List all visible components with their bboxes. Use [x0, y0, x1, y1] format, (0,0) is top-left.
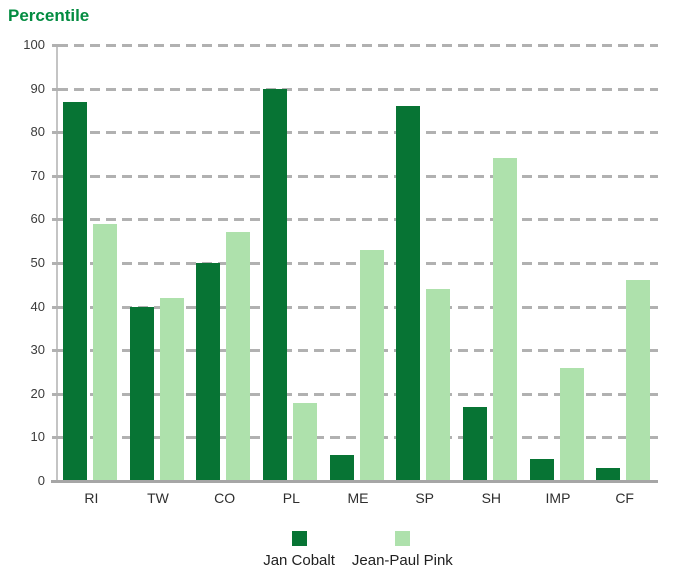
y-axis-tick-label: 10 [30, 429, 45, 445]
y-axis-tick-label: 100 [23, 37, 45, 52]
x-axis-line [51, 480, 658, 483]
x-axis-label-co: CO [214, 490, 236, 506]
bar-jan-cobalt-co [196, 263, 221, 481]
bar-jan-cobalt-tw [129, 306, 154, 481]
x-axis-label-sh: SH [481, 490, 502, 506]
y-axis-tick-label: 90 [30, 80, 45, 96]
legend-label: Jan Cobalt [263, 552, 335, 569]
y-axis-tick [52, 218, 58, 222]
bar-jan-cobalt-cf [596, 467, 621, 481]
x-axis-label-tw: TW [147, 490, 169, 506]
bar-jan-cobalt-sh [463, 406, 487, 481]
y-axis-tick [52, 436, 58, 440]
y-axis-tick [52, 262, 58, 265]
bar-jan-cobalt-imp [529, 459, 554, 481]
bar-jan-cobalt-me [329, 454, 354, 481]
x-axis-label-me: ME [347, 490, 369, 506]
x-axis-label-imp: IMP [545, 490, 571, 506]
legend-item-jean-paul-pink: Jean-Paul Pink [352, 531, 453, 569]
y-axis-tick-label: 40 [30, 298, 45, 314]
legend-item-jan-cobalt: Jan Cobalt [263, 531, 335, 569]
x-axis-labels: RI TW CO PL ME SP SH IMP CF [58, 490, 658, 508]
y-axis-tick-label: 70 [30, 167, 45, 183]
bar-jean-paul-pink-sp [426, 289, 451, 481]
y-axis-tick [52, 349, 58, 353]
y-axis-tick [52, 44, 58, 47]
y-axis-labels: 0 10 20 30 40 50 60 70 80 90 100 [0, 37, 45, 488]
gridline [58, 349, 658, 353]
y-axis-tick [52, 131, 58, 135]
bar-jan-cobalt-pl [263, 88, 287, 481]
gridline [58, 262, 658, 265]
y-axis-tick-label: 80 [30, 124, 45, 140]
x-axis-label-cf: CF [615, 490, 634, 506]
gridline [58, 436, 658, 440]
y-axis-tick [52, 305, 58, 309]
legend: Jan Cobalt Jean-Paul Pink [58, 531, 658, 569]
bar-jean-paul-pink-pl [293, 402, 317, 481]
bar-jean-paul-pink-co [226, 232, 251, 481]
bar-jan-cobalt-ri [63, 101, 87, 481]
y-axis-tick-label: 20 [30, 385, 45, 401]
y-axis-tick-label: 0 [37, 473, 45, 488]
plot-area [51, 44, 658, 483]
legend-label: Jean-Paul Pink [351, 552, 453, 569]
bar-jean-paul-pink-me [359, 249, 384, 481]
y-axis-tick-label: 60 [30, 211, 45, 227]
bar-jean-paul-pink-sh [493, 158, 517, 481]
gridline [58, 392, 658, 396]
y-axis-tick-label: 30 [30, 342, 45, 358]
y-axis-tick [52, 87, 58, 91]
x-axis-label-ri: RI [84, 490, 99, 506]
bar-jean-paul-pink-tw [159, 297, 184, 481]
chart-title: Percentile [8, 6, 90, 25]
x-axis-label-sp: SP [415, 490, 434, 506]
legend-swatch [291, 531, 307, 546]
gridline [58, 305, 658, 309]
bar-jan-cobalt-sp [396, 106, 421, 481]
bar-jean-paul-pink-cf [626, 280, 651, 481]
bar-jean-paul-pink-ri [93, 223, 117, 481]
gridline [58, 87, 658, 91]
y-axis-tick [52, 174, 58, 178]
bar-jean-paul-pink-imp [559, 367, 584, 481]
gridline [58, 44, 658, 47]
gridline [58, 131, 658, 135]
gridline [58, 174, 658, 178]
gridline [58, 218, 658, 222]
y-axis-tick [52, 392, 58, 396]
y-axis-tick-label: 50 [30, 255, 45, 270]
x-axis-label-pl: PL [282, 490, 300, 506]
legend-swatch [394, 531, 410, 546]
